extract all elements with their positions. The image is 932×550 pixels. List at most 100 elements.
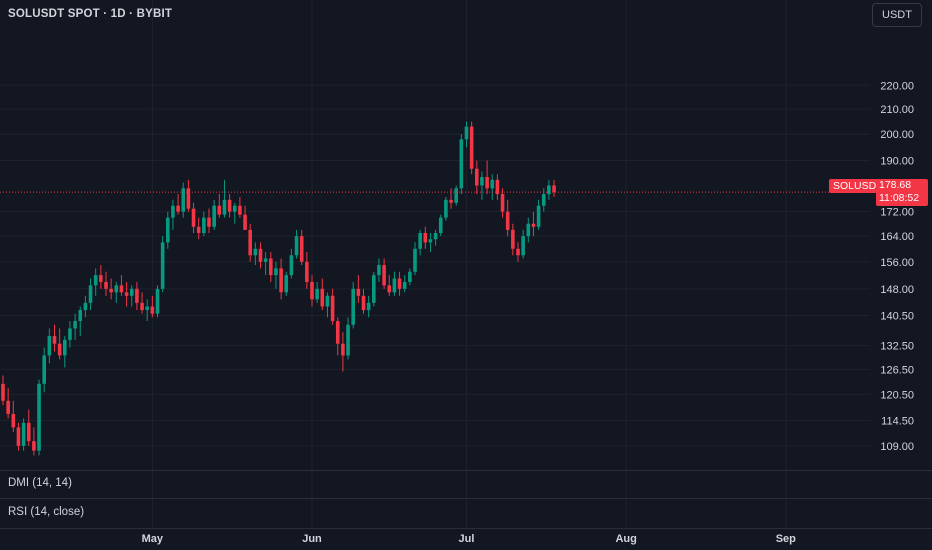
candle-body (305, 261, 309, 282)
candle-body (377, 265, 381, 276)
dmi-indicator-label[interactable]: DMI (14, 14) (8, 477, 72, 489)
y-tick-label: 200.00 (880, 129, 914, 141)
candle-body (469, 126, 474, 169)
last-price-value: 178.68 (879, 179, 912, 191)
candle-body (119, 285, 124, 293)
candle-body (356, 288, 361, 296)
y-tick-label: 126.50 (880, 364, 914, 376)
y-tick-label: 140.50 (880, 311, 914, 323)
candle-body (438, 217, 443, 233)
candle-body (258, 248, 263, 262)
candle-body (47, 336, 52, 356)
candle-body (222, 199, 227, 215)
candle-body (372, 275, 376, 303)
y-tick-label: 109.00 (880, 441, 914, 453)
candle-body (181, 188, 186, 212)
candle-body (11, 413, 16, 428)
candle-body (547, 185, 551, 195)
candle-body (536, 205, 541, 227)
candle-body (57, 343, 62, 356)
y-tick-label: 164.00 (880, 231, 914, 243)
candle-body (227, 199, 232, 212)
candle-body (114, 285, 119, 293)
candle-body (140, 302, 144, 311)
candle-body (490, 179, 495, 189)
y-tick-label: 148.00 (880, 284, 914, 296)
candle-body (274, 268, 278, 276)
y-tick-label: 172.00 (880, 207, 914, 219)
candle-body (32, 441, 36, 451)
x-tick-label: Sep (776, 533, 796, 545)
candle-body (315, 288, 319, 300)
rsi-indicator-label[interactable]: RSI (14, close) (8, 506, 85, 518)
candle-body (449, 199, 453, 203)
candle-body (26, 422, 31, 442)
candle-body (531, 223, 536, 227)
candle-body (145, 306, 149, 311)
candle-body (284, 275, 289, 293)
candle-body (93, 275, 98, 286)
candle-body (289, 255, 294, 276)
candle-body (16, 427, 21, 446)
candle-body (444, 199, 448, 218)
candle-body (124, 292, 129, 296)
y-tick-label: 132.50 (880, 341, 914, 353)
candle-body (88, 285, 93, 303)
last-price-tag: 178.68 11:08:52 (876, 179, 928, 206)
candle-body (361, 295, 366, 311)
candle-body (135, 288, 139, 303)
candle-body (325, 295, 330, 307)
candle-body (6, 400, 10, 414)
candle-body (500, 194, 505, 212)
candle-body (382, 265, 386, 286)
candle-body (63, 339, 67, 356)
candle-body (541, 194, 546, 206)
x-tick-label: Jul (459, 533, 475, 545)
candle-body (68, 328, 72, 340)
x-tick-label: Jun (302, 533, 322, 545)
candle-body (526, 223, 531, 237)
candle-body (21, 422, 26, 446)
candle-body (495, 179, 500, 195)
candle-body (129, 288, 134, 296)
candle-body (346, 324, 350, 356)
candle-body (516, 248, 520, 256)
candle-body (238, 205, 242, 215)
candle-body (1, 383, 5, 401)
bar-countdown: 11:08:52 (879, 192, 920, 204)
y-tick-label: 210.00 (880, 104, 914, 116)
candle-body (392, 278, 397, 293)
candle-body (310, 281, 314, 300)
candle-body (408, 271, 412, 282)
candle-body (552, 185, 556, 193)
candle-body (196, 226, 201, 233)
candle-body (73, 321, 77, 329)
candle-body (341, 343, 345, 356)
candle-body (248, 229, 252, 256)
candle-body (232, 205, 237, 212)
candle-body (454, 188, 458, 203)
candle-body (269, 258, 273, 276)
candle-body (160, 242, 165, 289)
candle-body (150, 306, 155, 314)
currency-button[interactable]: USDT (872, 3, 922, 27)
candle-body (207, 217, 211, 227)
candle-body (83, 302, 88, 311)
candle-body (475, 168, 479, 186)
candle-body (42, 355, 46, 384)
candle-body (166, 217, 170, 243)
candle-body (459, 139, 464, 189)
candle-body (464, 126, 469, 140)
candle-body (505, 211, 510, 230)
candle-body (366, 302, 371, 311)
candle-body (335, 321, 340, 344)
candle-body (52, 336, 57, 344)
candle-body (351, 288, 355, 325)
candle-body (171, 205, 175, 218)
y-tick-label: 156.00 (880, 257, 914, 269)
candle-body (186, 188, 191, 209)
candle-body (433, 232, 438, 240)
candle-body (521, 236, 525, 256)
candle-body (37, 383, 41, 451)
